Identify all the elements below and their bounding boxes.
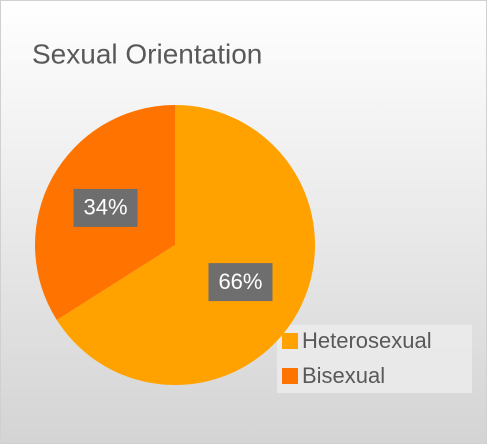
chart-title: Sexual Orientation xyxy=(32,38,262,69)
legend-box xyxy=(277,325,472,393)
legend-label: Heterosexual xyxy=(302,328,432,353)
legend-swatch xyxy=(282,368,298,384)
legend-label: Bisexual xyxy=(302,363,385,388)
legend-swatch xyxy=(282,333,298,349)
data-label: 34% xyxy=(84,195,128,220)
pie-slice xyxy=(56,105,315,386)
data-label: 66% xyxy=(218,269,262,294)
data-label-box xyxy=(208,263,273,302)
data-label-box xyxy=(73,188,138,227)
